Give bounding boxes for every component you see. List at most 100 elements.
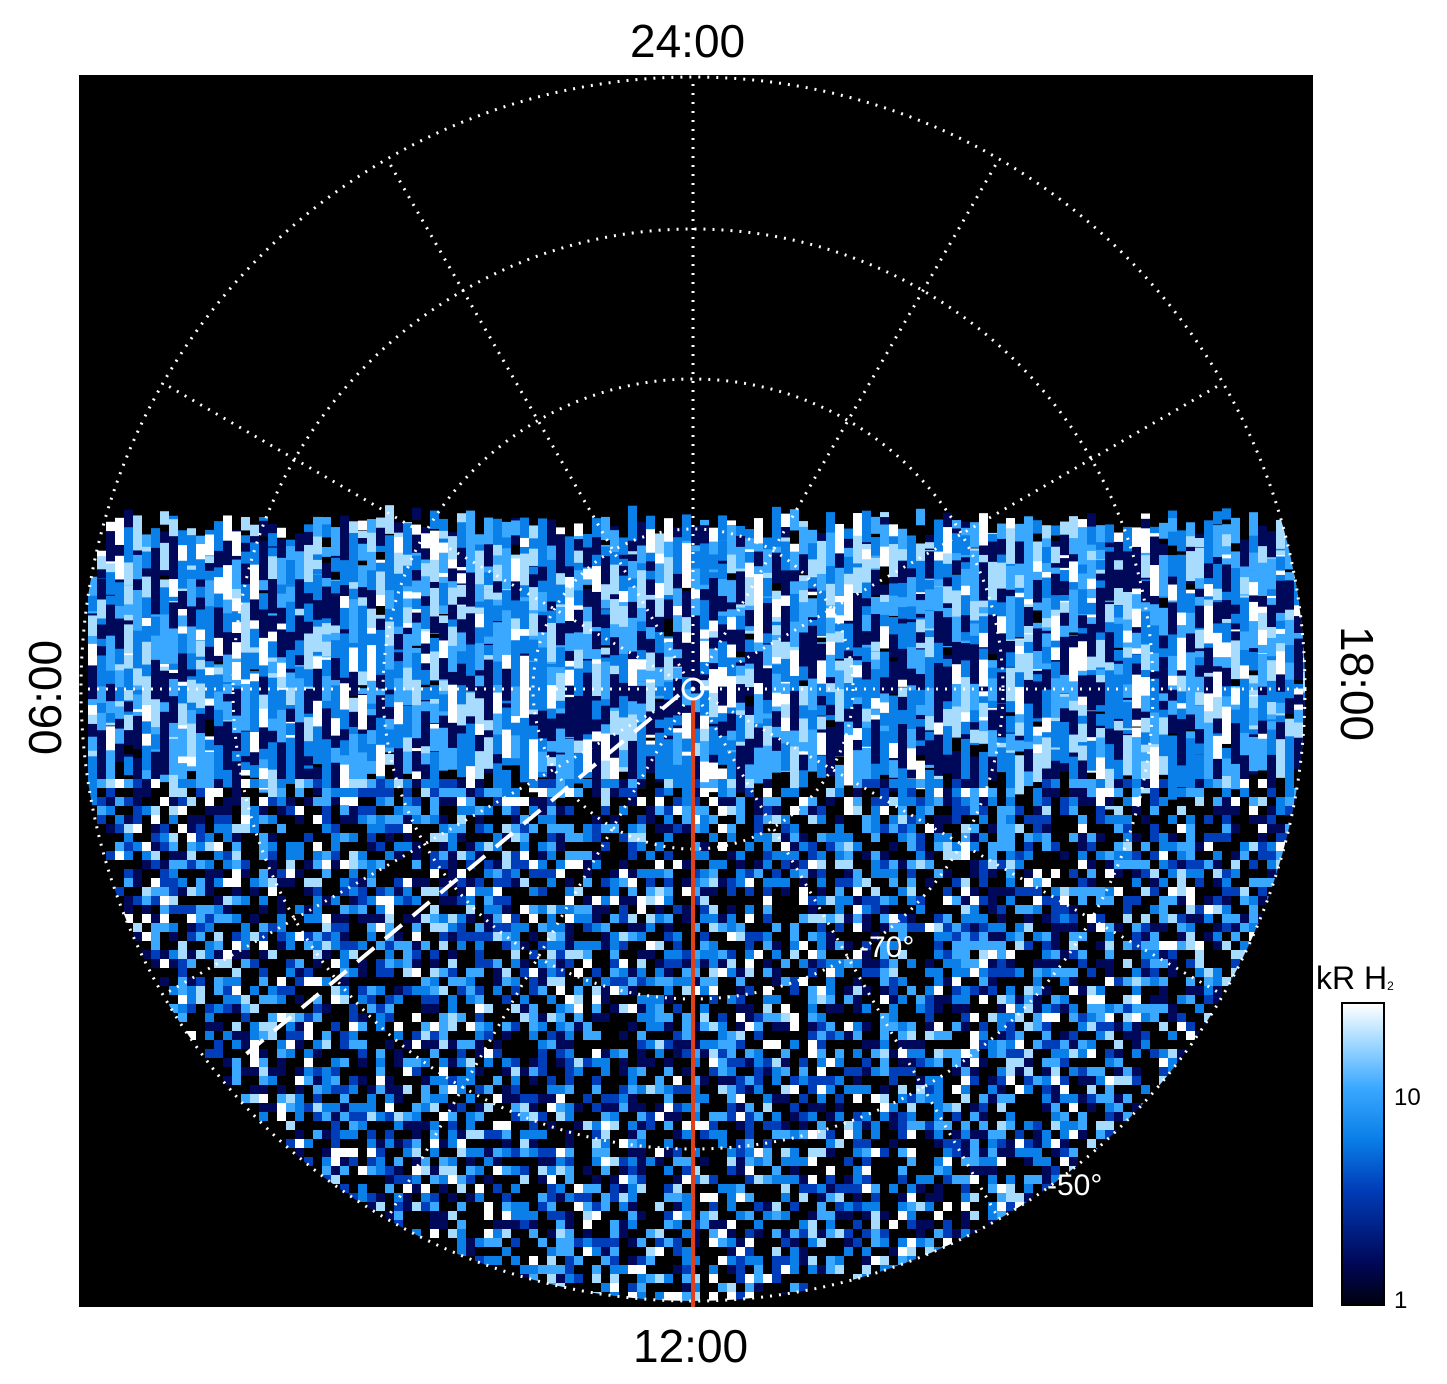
emission-pixel [1195, 567, 1204, 581]
emission-pixel [367, 779, 376, 788]
emission-pixel [457, 779, 466, 788]
emission-pixel [808, 806, 817, 815]
emission-pixel [376, 941, 385, 950]
emission-pixel [1006, 612, 1015, 644]
emission-pixel [1078, 710, 1087, 728]
emission-pixel [808, 598, 817, 628]
emission-pixel [745, 878, 754, 887]
emission-pixel [547, 869, 556, 878]
emission-pixel [1051, 896, 1060, 905]
emission-pixel [1051, 842, 1060, 851]
emission-pixel [367, 914, 376, 923]
emission-pixel [871, 698, 880, 709]
emission-pixel [1033, 579, 1042, 603]
emission-pixel [205, 806, 214, 815]
emission-pixel [727, 887, 736, 896]
emission-pixel [934, 611, 943, 641]
emission-pixel [898, 532, 907, 581]
emission-pixel [241, 779, 250, 788]
emission-pixel [115, 815, 124, 824]
emission-pixel [628, 701, 637, 716]
emission-pixel [385, 788, 394, 797]
emission-pixel [655, 788, 664, 797]
emission-pixel [736, 546, 745, 579]
emission-pixel [817, 833, 826, 842]
emission-pixel [880, 923, 889, 932]
emission-pixel [250, 694, 259, 732]
emission-pixel [1240, 788, 1249, 797]
emission-pixel [583, 824, 592, 833]
emission-pixel [610, 757, 619, 783]
emission-pixel [871, 932, 880, 941]
emission-pixel [322, 623, 331, 635]
emission-pixel [322, 592, 331, 606]
emission-pixel [556, 824, 565, 833]
emission-pixel [511, 640, 520, 667]
emission-pixel [673, 932, 682, 941]
emission-pixel [1258, 546, 1267, 591]
emission-pixel [1141, 513, 1150, 554]
emission-pixel [754, 574, 763, 610]
emission-pixel [763, 878, 772, 887]
emission-pixel [925, 637, 934, 670]
emission-pixel [1096, 757, 1105, 794]
emission-pixel [538, 869, 547, 878]
emission-pixel [799, 878, 808, 887]
emission-pixel [502, 537, 511, 549]
emission-pixel [862, 747, 871, 780]
emission-pixel [268, 641, 277, 658]
emission-pixel [97, 751, 106, 785]
emission-pixel [412, 751, 421, 772]
emission-pixel [358, 543, 367, 561]
emission-pixel [169, 738, 178, 775]
emission-pixel [439, 896, 448, 905]
emission-pixel [412, 914, 421, 923]
emission-pixel [637, 607, 646, 633]
emission-pixel [358, 712, 367, 730]
emission-pixel [736, 607, 745, 624]
emission-pixel [745, 842, 754, 851]
emission-pixel [538, 842, 547, 851]
emission-pixel [664, 762, 673, 796]
emission-pixel [1267, 851, 1276, 860]
emission-pixel [799, 755, 808, 788]
emission-pixel [664, 896, 673, 905]
emission-pixel [907, 788, 916, 797]
emission-pixel [1105, 524, 1114, 543]
emission-pixel [502, 869, 511, 878]
emission-pixel [664, 694, 673, 733]
emission-pixel [520, 842, 529, 851]
emission-pixel [1042, 597, 1051, 612]
emission-pixel [781, 743, 790, 771]
emission-pixel [322, 932, 331, 941]
emission-pixel [277, 914, 286, 923]
emission-pixel [682, 632, 691, 649]
emission-pixel [655, 842, 664, 851]
emission-pixel [358, 815, 367, 824]
emission-pixel [1213, 735, 1222, 759]
emission-pixel [961, 601, 970, 625]
emission-pixel [1141, 555, 1150, 579]
emission-pixel [232, 887, 241, 896]
emission-pixel [259, 768, 268, 790]
emission-pixel [646, 699, 655, 722]
emission-pixel [1240, 631, 1249, 653]
emission-pixel [682, 914, 691, 923]
emission-pixel [439, 851, 448, 860]
emission-pixel [124, 869, 133, 878]
emission-pixel [646, 756, 655, 774]
emission-pixel [331, 896, 340, 905]
emission-pixel [322, 547, 331, 557]
emission-pixel [1204, 896, 1213, 905]
emission-pixel [277, 788, 286, 797]
emission-pixel [430, 923, 439, 932]
emission-pixel [1123, 551, 1132, 600]
emission-pixel [133, 601, 142, 650]
emission-pixel [412, 842, 421, 851]
emission-pixel [1042, 842, 1051, 851]
emission-pixel [322, 717, 331, 742]
emission-pixel [907, 622, 916, 654]
emission-pixel [583, 905, 592, 914]
emission-pixel [988, 869, 997, 878]
emission-pixel [619, 575, 628, 606]
